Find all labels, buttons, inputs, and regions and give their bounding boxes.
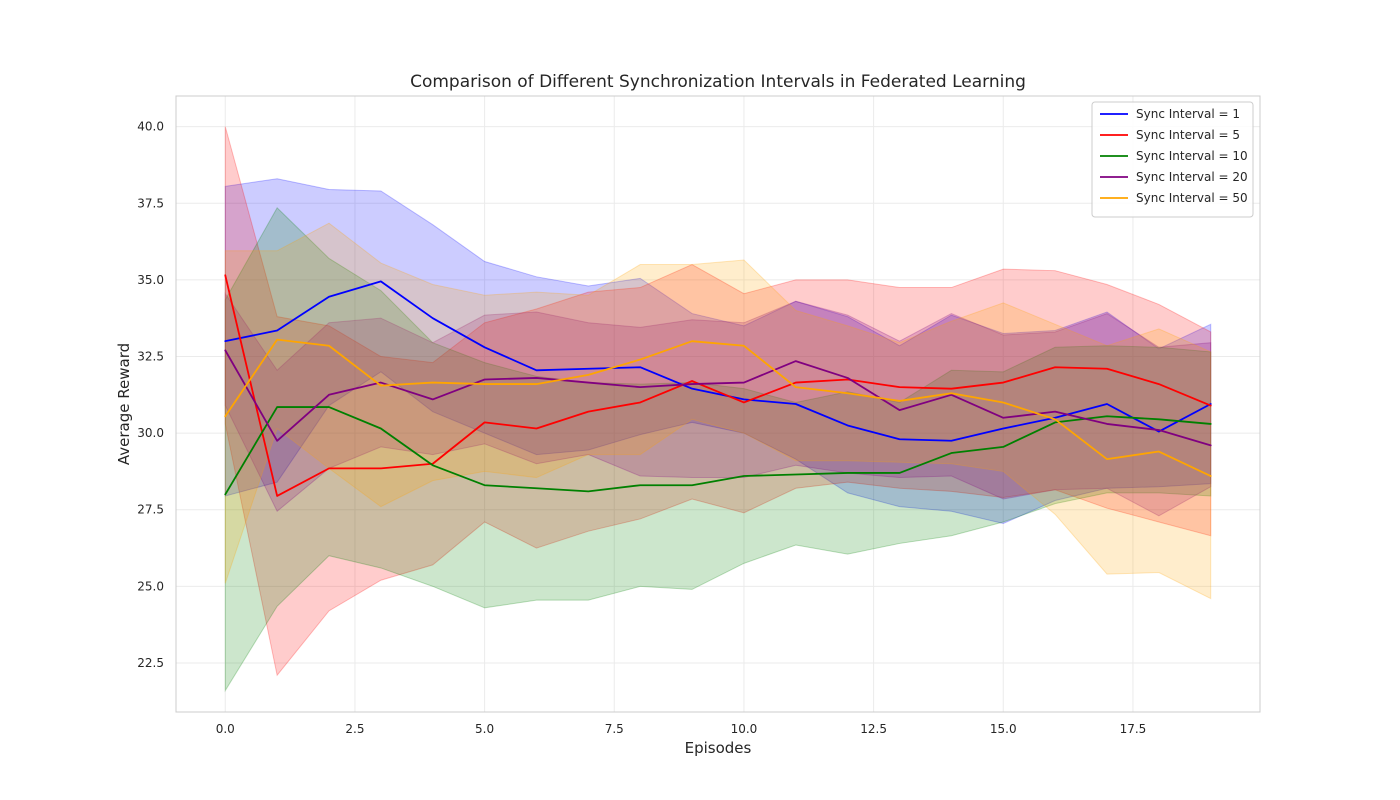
legend-label: Sync Interval = 10 (1136, 149, 1248, 163)
std-band-4 (224, 292, 1212, 517)
y-tick-label: 27.5 (137, 503, 164, 517)
plot-area (176, 96, 1260, 712)
x-tick-label: 5.0 (475, 722, 494, 736)
x-tick-label: 7.5 (605, 722, 624, 736)
y-tick-label: 35.0 (137, 273, 164, 287)
x-tick-label: 15.0 (990, 722, 1017, 736)
y-tick-label: 40.0 (137, 120, 164, 134)
x-axis-label: Episodes (685, 739, 752, 757)
y-tick-label: 30.0 (137, 426, 164, 440)
y-axis-ticks: 22.5 25.0 27.5 30.0 32.5 35.0 37.5 40.0 (137, 120, 164, 670)
std-bands (224, 126, 1212, 693)
x-tick-label: 17.5 (1120, 722, 1147, 736)
x-tick-label: 0.0 (216, 722, 235, 736)
y-tick-label: 37.5 (137, 196, 164, 210)
x-tick-label: 10.0 (731, 722, 758, 736)
series-line-2 (224, 274, 1212, 497)
series-lines (224, 274, 1212, 497)
legend-box (1091, 101, 1254, 218)
legend: Sync Interval = 1 Sync Interval = 5 Sync I… (1091, 101, 1254, 218)
series-line-1 (224, 280, 1212, 442)
legend-label: Sync Interval = 5 (1136, 128, 1240, 142)
y-tick-label: 32.5 (137, 349, 164, 363)
legend-label: Sync Interval = 20 (1136, 170, 1248, 184)
y-tick-label: 25.0 (137, 579, 164, 593)
x-tick-label: 2.5 (345, 722, 364, 736)
plot-frame (175, 95, 1261, 713)
legend-label: Sync Interval = 50 (1136, 191, 1248, 205)
std-band-2 (224, 126, 1212, 677)
y-tick-label: 22.5 (137, 656, 164, 670)
chart-title: Comparison of Different Synchronization … (410, 72, 1026, 92)
std-band-5 (224, 222, 1212, 600)
y-axis-label: Average Reward (115, 343, 133, 465)
series-line-3 (224, 406, 1212, 496)
x-axis-ticks: 0.0 2.5 5.0 7.5 10.0 12.5 15.0 17.5 (216, 722, 1147, 736)
x-tick-label: 12.5 (860, 722, 887, 736)
legend-label: Sync Interval = 1 (1136, 107, 1240, 121)
series-line-5 (224, 338, 1212, 477)
